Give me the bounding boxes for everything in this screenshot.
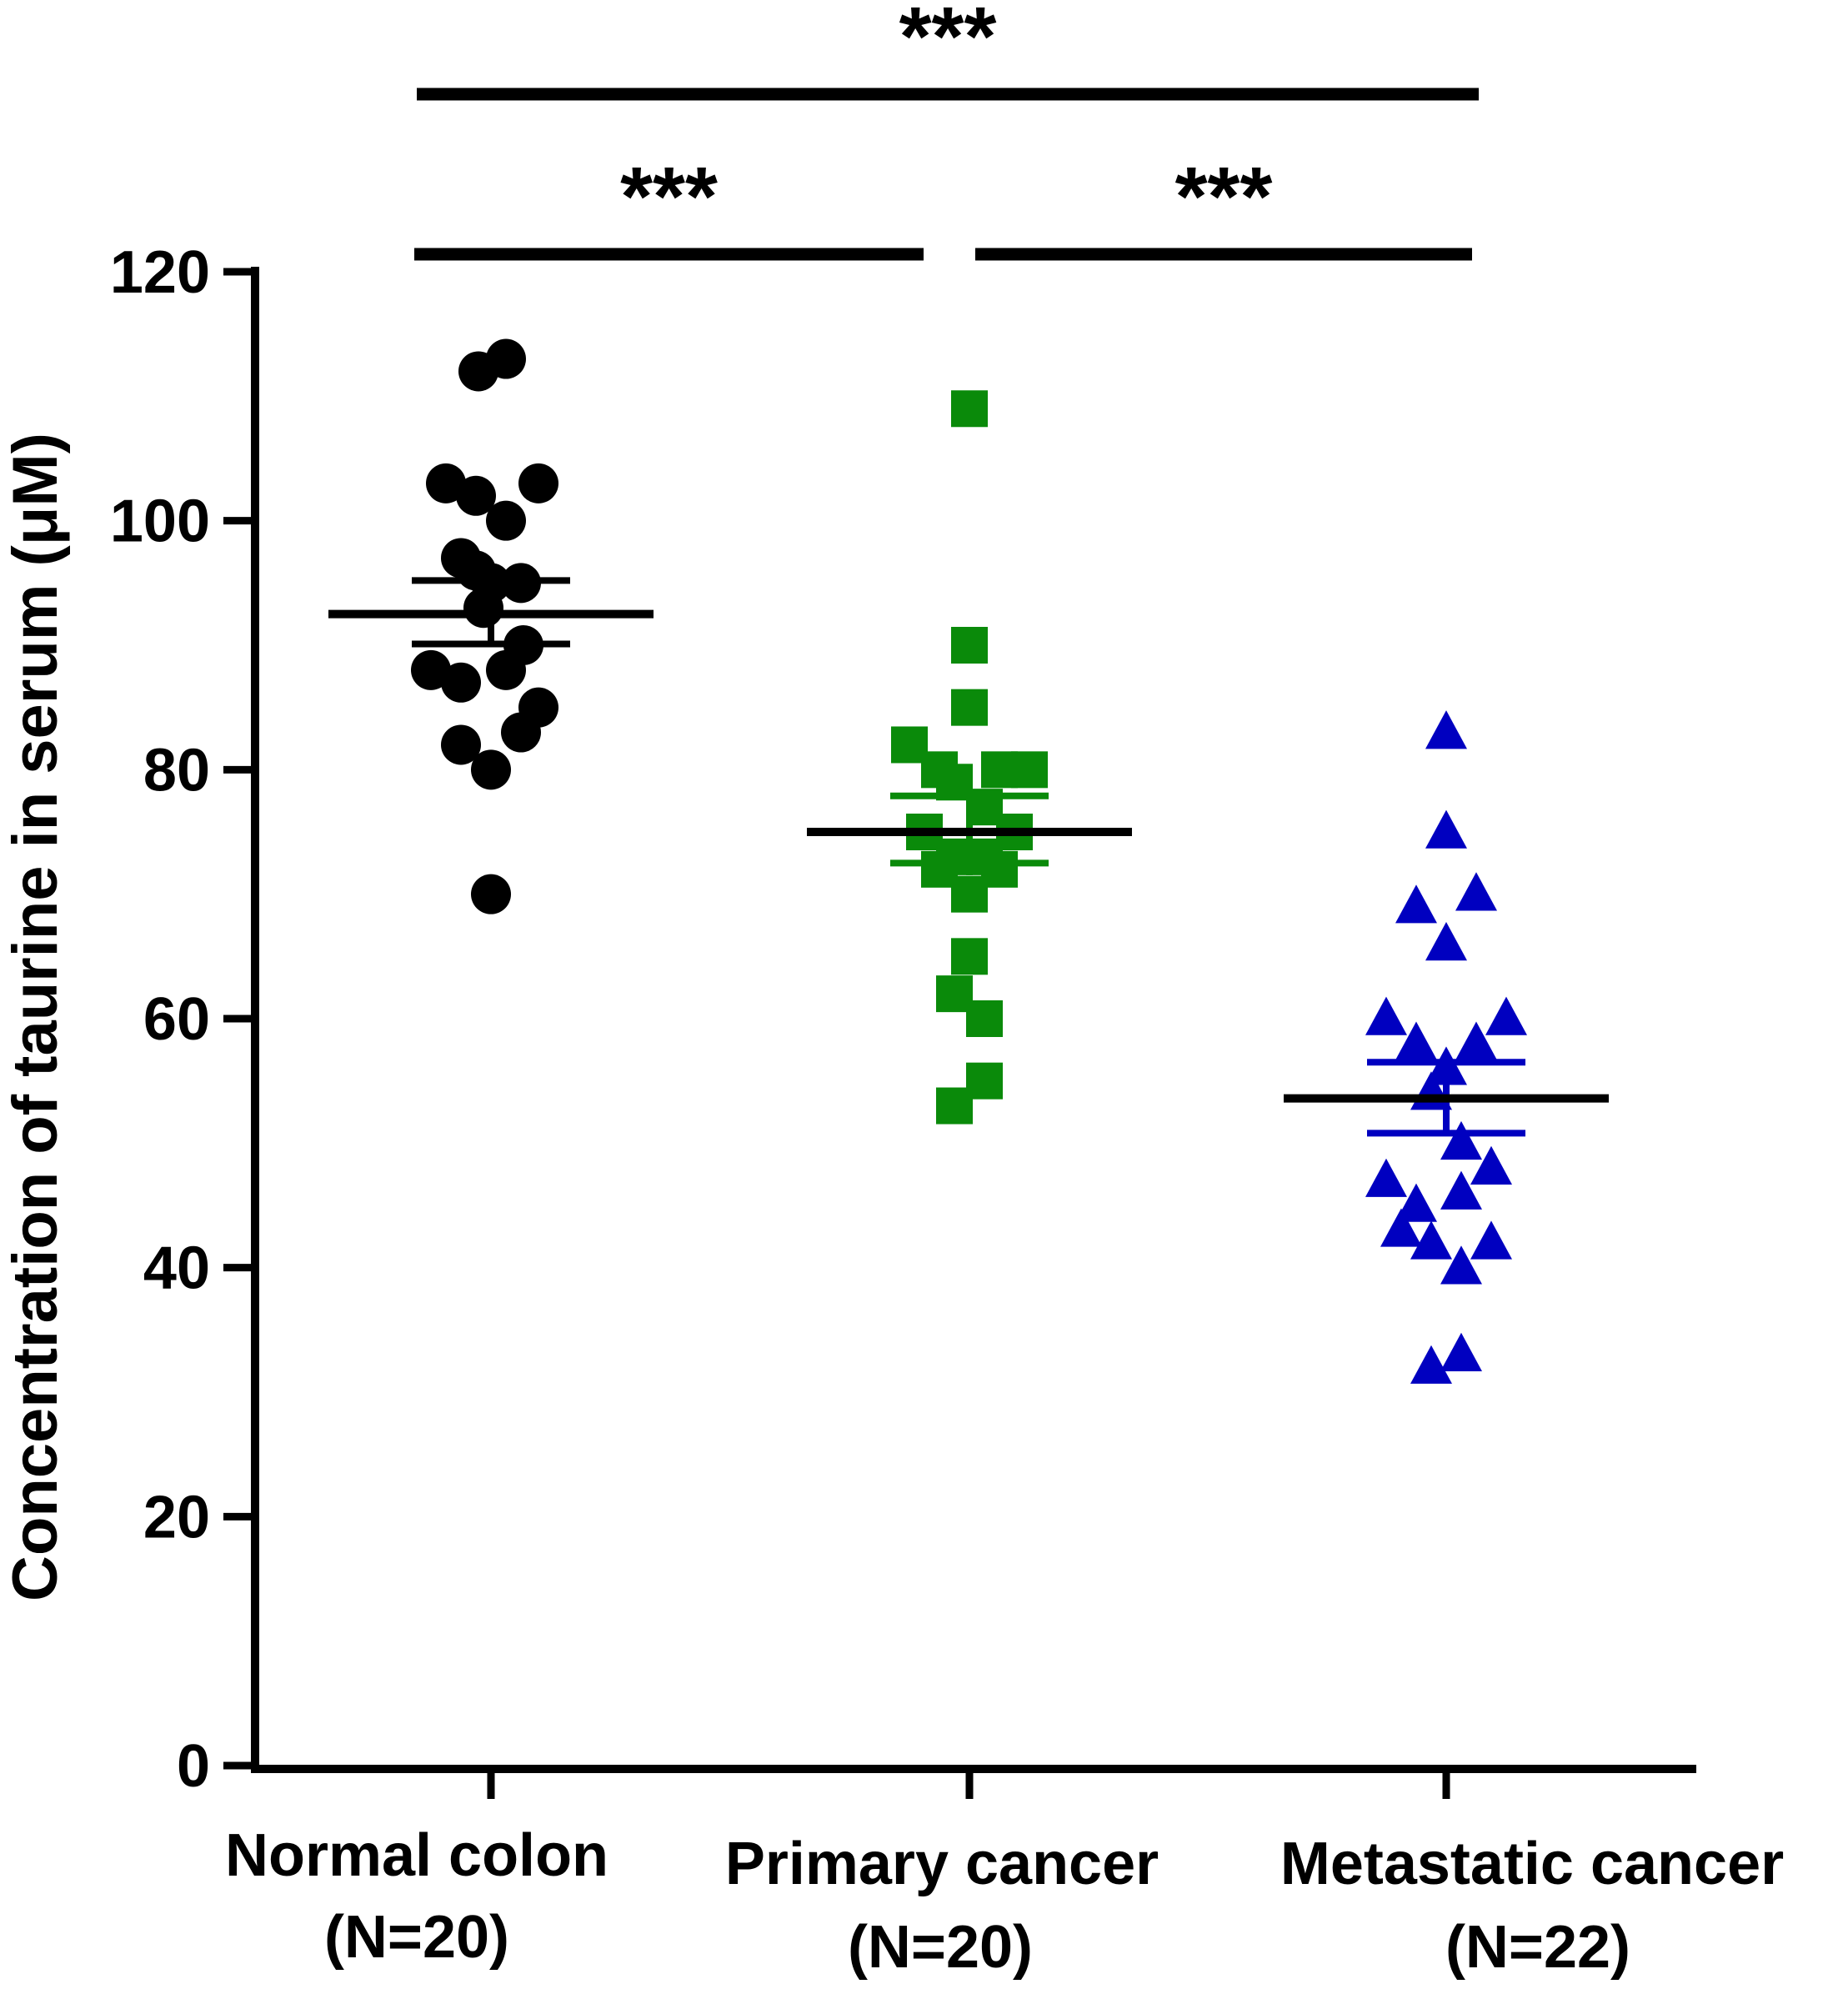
data-point	[411, 649, 451, 690]
data-point	[1470, 1145, 1512, 1185]
data-point	[951, 627, 988, 664]
mean-sem-bars	[328, 577, 1609, 1137]
data-point	[1425, 710, 1467, 749]
significance-brackets: *** *** ***	[414, 0, 1479, 261]
x-ticks: Normal colon (N=20) Primary cancer (N=20) Me…	[225, 1769, 1784, 1981]
data-point	[518, 463, 558, 504]
data-point	[1410, 1220, 1452, 1260]
y-ticks: 0 20 40 60 80 100 120	[110, 239, 255, 1800]
data-point	[486, 338, 526, 379]
x-tick-label: Primary cancer	[725, 1831, 1159, 1897]
data-point	[1380, 1208, 1422, 1247]
data-point	[426, 463, 466, 504]
data-point	[1440, 1120, 1482, 1160]
data-point	[1365, 1158, 1407, 1197]
y-tick-label: 100	[110, 488, 210, 555]
y-tick-label: 60	[143, 986, 210, 1053]
data-point	[1395, 1021, 1437, 1060]
x-tick-label: Metastatic cancer	[1280, 1831, 1784, 1897]
data-point	[441, 724, 481, 765]
data-point	[951, 875, 988, 913]
data-point	[936, 1087, 973, 1125]
data-point	[1470, 1220, 1512, 1260]
data-point	[966, 1000, 1003, 1037]
y-tick-label: 80	[143, 737, 210, 804]
y-axis-label: Concentration of taurine in serum (μM)	[0, 433, 71, 1601]
data-point	[1410, 1345, 1452, 1384]
y-tick-label: 20	[143, 1484, 210, 1551]
x-tick-label: Normal colon	[225, 1822, 608, 1889]
data-point	[1425, 922, 1467, 961]
data-point	[1365, 996, 1407, 1035]
data-point	[471, 874, 511, 914]
data-point	[951, 938, 988, 975]
data-point	[1395, 884, 1437, 924]
data-point	[456, 475, 496, 516]
data-point	[471, 749, 511, 790]
y-tick-label: 40	[143, 1235, 210, 1302]
data-point	[1011, 751, 1048, 789]
data-point	[1455, 872, 1497, 911]
data-point	[951, 390, 988, 428]
data-point	[951, 689, 988, 726]
x-tick-sublabel: (N=22)	[1445, 1914, 1630, 1981]
data-point	[1440, 1245, 1482, 1285]
significance-label: ***	[620, 150, 718, 243]
data-point	[501, 712, 541, 753]
data-point	[486, 649, 526, 690]
data-point	[1440, 1332, 1482, 1371]
significance-label: ***	[899, 0, 997, 83]
data-point	[1395, 1183, 1437, 1222]
significance-label: ***	[1175, 150, 1273, 243]
y-tick-label: 120	[110, 239, 210, 306]
data-point	[1455, 1021, 1497, 1060]
data-point	[1485, 996, 1527, 1035]
x-tick-sublabel: (N=20)	[324, 1904, 509, 1971]
data-point	[1425, 809, 1467, 849]
data-point	[1440, 1170, 1482, 1210]
data-point	[441, 662, 481, 703]
y-tick-label: 0	[177, 1733, 210, 1800]
data-point	[463, 588, 503, 629]
x-tick-sublabel: (N=20)	[848, 1914, 1033, 1981]
data-point	[486, 500, 526, 541]
